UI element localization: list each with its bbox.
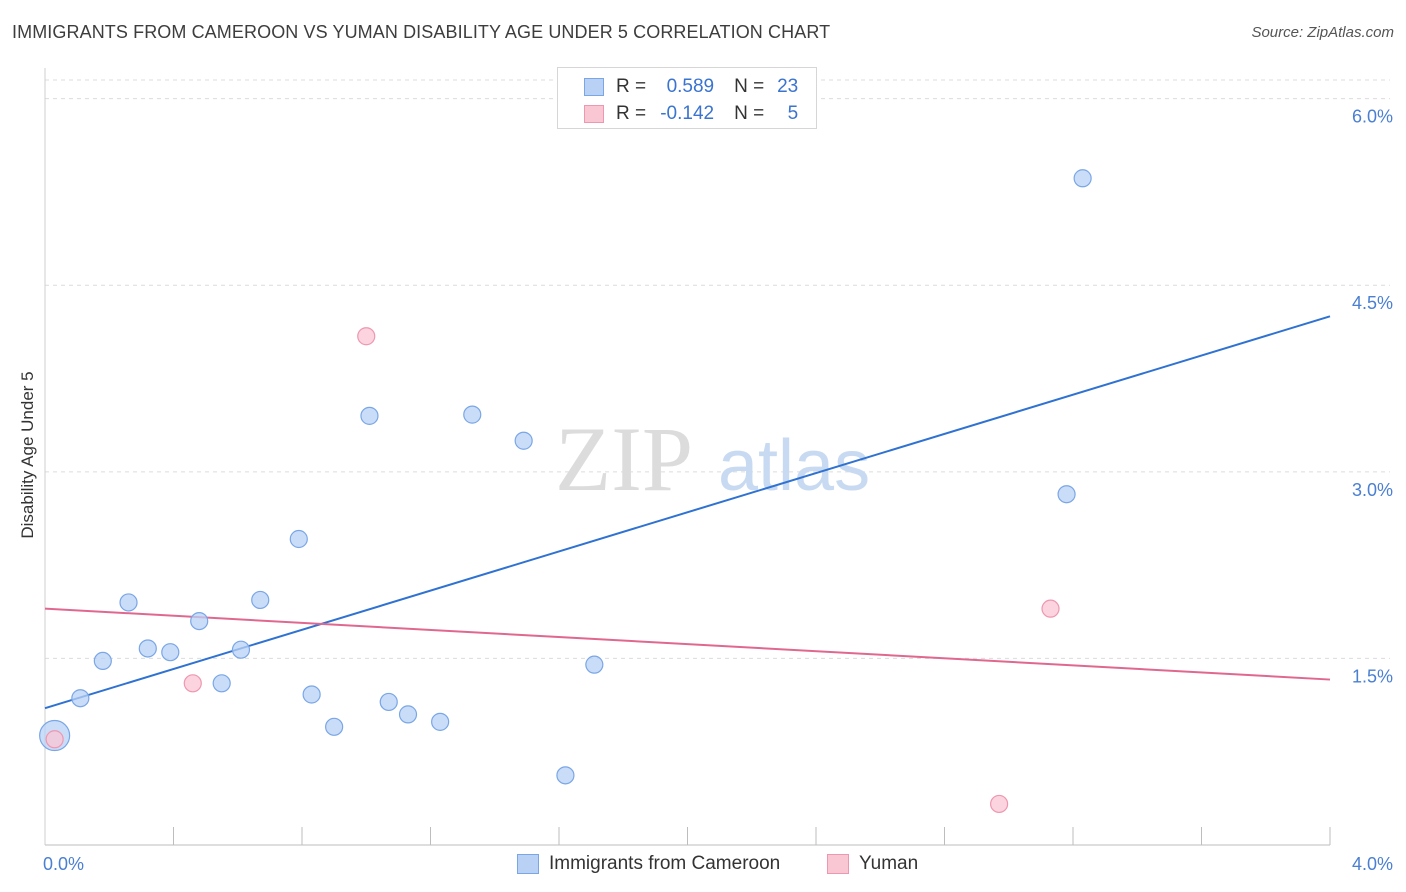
data-point-cameroon — [1057, 485, 1076, 504]
watermark-zip: ZIP — [555, 408, 693, 510]
bottom-legend-swatch-blue — [517, 854, 539, 874]
data-point-cameroon — [161, 643, 180, 662]
data-point-cameroon — [379, 692, 398, 712]
data-point-cameroon — [463, 405, 482, 424]
data-point-cameroon — [302, 685, 321, 704]
x-tick-label: 0.0% — [43, 854, 84, 874]
data-point-yuman — [990, 794, 1009, 814]
data-point-cameroon — [360, 406, 379, 425]
legend-r-value: 0.589 — [666, 76, 715, 97]
data-point-cameroon — [212, 674, 231, 693]
data-point-cameroon — [556, 766, 575, 785]
trend-line-yuman — [44, 607, 1331, 681]
data-point-cameroon — [585, 655, 604, 674]
legend-n-label: N = — [734, 76, 765, 97]
x-tick-label: 4.0% — [1352, 854, 1393, 874]
legend-r-label: R = — [616, 103, 647, 124]
bottom-legend-label-yuman: Yuman — [859, 853, 919, 874]
data-point-cameroon — [289, 529, 308, 549]
data-point-yuman — [183, 674, 202, 693]
legend-n-label: N = — [734, 103, 765, 124]
y-tick-label: 4.5% — [1352, 293, 1393, 313]
watermark-atlas: atlas — [718, 426, 870, 506]
data-point-cameroon — [251, 590, 270, 610]
legend-swatch-pink — [584, 105, 604, 123]
data-point-cameroon — [231, 640, 251, 659]
bottom-legend-cameroon: Immigrants from Cameroon — [517, 852, 780, 876]
trend-line-cameroon — [44, 315, 1331, 710]
data-point-yuman — [45, 730, 64, 749]
data-point-cameroon — [93, 651, 112, 671]
legend-row-yuman: R = -0.142 N = 5 — [584, 102, 798, 126]
legend-n-value: 5 — [787, 103, 799, 124]
legend-n-value: 23 — [777, 76, 799, 97]
data-point-yuman — [1041, 599, 1060, 618]
chart-source: Source: ZipAtlas.com — [1251, 24, 1394, 41]
y-tick-label: 3.0% — [1352, 480, 1393, 500]
legend-swatch-blue — [584, 78, 604, 96]
data-point-cameroon — [1073, 169, 1092, 188]
correlation-legend: R = 0.589 N = 23 R = -0.142 N = 5 — [557, 67, 817, 129]
legend-row-cameroon: R = 0.589 N = 23 — [584, 75, 798, 99]
bottom-legend-swatch-pink — [827, 854, 849, 874]
y-tick-label: 6.0% — [1352, 107, 1393, 127]
bottom-legend-label-cameroon: Immigrants from Cameroon — [549, 853, 781, 874]
y-tick-label: 1.5% — [1352, 666, 1393, 686]
data-point-cameroon — [514, 431, 533, 450]
legend-r-label: R = — [616, 76, 647, 97]
data-point-cameroon — [190, 611, 209, 631]
bottom-legend-yuman: Yuman — [827, 852, 918, 876]
data-point-yuman — [357, 327, 376, 346]
data-point-cameroon — [138, 639, 157, 658]
data-point-cameroon — [325, 717, 344, 736]
data-point-cameroon — [398, 705, 418, 724]
data-point-cameroon — [431, 712, 450, 731]
chart-title: IMMIGRANTS FROM CAMEROON VS YUMAN DISABI… — [12, 22, 831, 42]
data-point-cameroon — [71, 689, 90, 708]
legend-r-value: -0.142 — [660, 103, 715, 124]
data-point-cameroon — [119, 593, 138, 612]
